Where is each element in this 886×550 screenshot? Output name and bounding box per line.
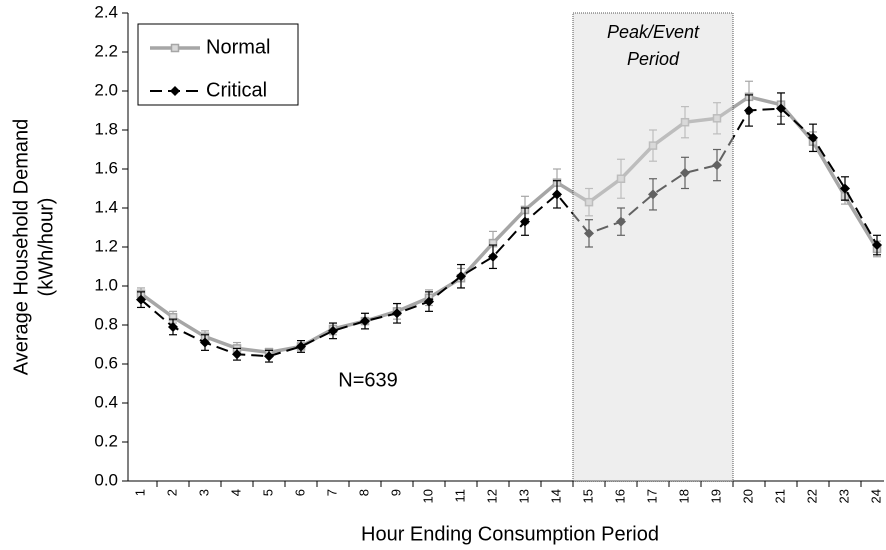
x-tick-label: 9 — [388, 489, 403, 496]
x-tick-label: 12 — [484, 489, 499, 503]
marker — [616, 216, 626, 227]
marker — [456, 271, 466, 282]
y-tick-label: 1.8 — [94, 119, 118, 138]
legend-label: Critical — [206, 79, 267, 101]
legend-marker — [170, 86, 180, 96]
y-axis-label: (kWh/hour) — [35, 198, 57, 297]
x-tick-label: 6 — [292, 489, 307, 496]
marker — [552, 189, 562, 200]
marker — [840, 183, 850, 194]
x-tick-label: 4 — [228, 489, 243, 496]
y-tick-label: 0.0 — [94, 470, 118, 489]
x-tick-label: 22 — [804, 489, 819, 503]
marker — [232, 349, 242, 360]
marker — [424, 296, 434, 307]
marker — [392, 308, 402, 319]
x-tick-label: 19 — [708, 489, 723, 503]
y-tick-label: 2.2 — [94, 41, 118, 60]
x-tick-label: 13 — [516, 489, 531, 503]
marker — [744, 105, 754, 116]
marker — [712, 114, 722, 123]
y-tick-label: 0.6 — [94, 353, 118, 372]
marker — [584, 197, 594, 207]
x-tick-label: 8 — [356, 489, 371, 496]
y-tick-label: 1.6 — [94, 158, 118, 177]
x-tick-label: 15 — [580, 489, 595, 503]
marker — [520, 216, 530, 227]
marker — [488, 251, 498, 262]
y-tick-label: 0.8 — [94, 314, 118, 333]
annotation: N=639 — [338, 369, 398, 391]
marker — [872, 240, 882, 251]
y-tick-label: 2.4 — [94, 2, 118, 21]
y-tick-label: 1.2 — [94, 236, 118, 255]
marker — [648, 141, 658, 150]
marker — [360, 316, 370, 327]
marker — [136, 294, 146, 305]
y-axis-label: Average Household Demand — [10, 119, 32, 375]
x-tick-label: 17 — [644, 489, 659, 503]
x-tick-label: 24 — [868, 489, 883, 503]
marker — [712, 160, 722, 171]
marker — [200, 337, 210, 348]
marker — [264, 351, 274, 362]
marker — [168, 321, 178, 332]
x-tick-label: 10 — [420, 489, 435, 503]
marker — [680, 117, 690, 127]
x-axis-label: Hour Ending Consumption Period — [361, 523, 659, 545]
series-line — [139, 94, 879, 355]
x-tick-label: 2 — [164, 489, 179, 496]
y-tick-label: 0.4 — [94, 392, 118, 411]
marker — [616, 174, 626, 183]
y-tick-label: 1.0 — [94, 275, 118, 294]
marker — [296, 341, 306, 352]
legend-label: Normal — [206, 36, 270, 58]
x-tick-label: 7 — [324, 489, 339, 496]
highlight-label: Period — [627, 49, 680, 69]
series-line — [140, 107, 878, 358]
y-tick-label: 1.4 — [94, 197, 118, 216]
marker — [680, 167, 690, 178]
marker — [328, 325, 338, 336]
marker — [584, 228, 594, 239]
x-tick-label: 23 — [836, 489, 851, 503]
x-tick-label: 14 — [548, 489, 563, 503]
highlight-label: Peak/Event — [607, 22, 700, 42]
marker — [648, 189, 658, 200]
marker — [776, 103, 786, 114]
x-tick-label: 1 — [132, 489, 147, 496]
x-tick-label: 5 — [260, 489, 275, 496]
x-tick-label: 3 — [196, 489, 211, 496]
x-tick-label: 18 — [676, 489, 691, 503]
marker — [808, 132, 818, 143]
x-tick-label: 21 — [772, 489, 787, 503]
highlight-region — [572, 12, 734, 482]
y-tick-label: 2.0 — [94, 80, 118, 99]
legend-marker — [170, 43, 180, 53]
x-tick-label: 11 — [452, 489, 467, 503]
y-tick-label: 0.2 — [94, 431, 118, 450]
x-tick-label: 20 — [740, 489, 755, 503]
x-tick-label: 16 — [612, 489, 627, 503]
legend-box — [137, 23, 299, 106]
